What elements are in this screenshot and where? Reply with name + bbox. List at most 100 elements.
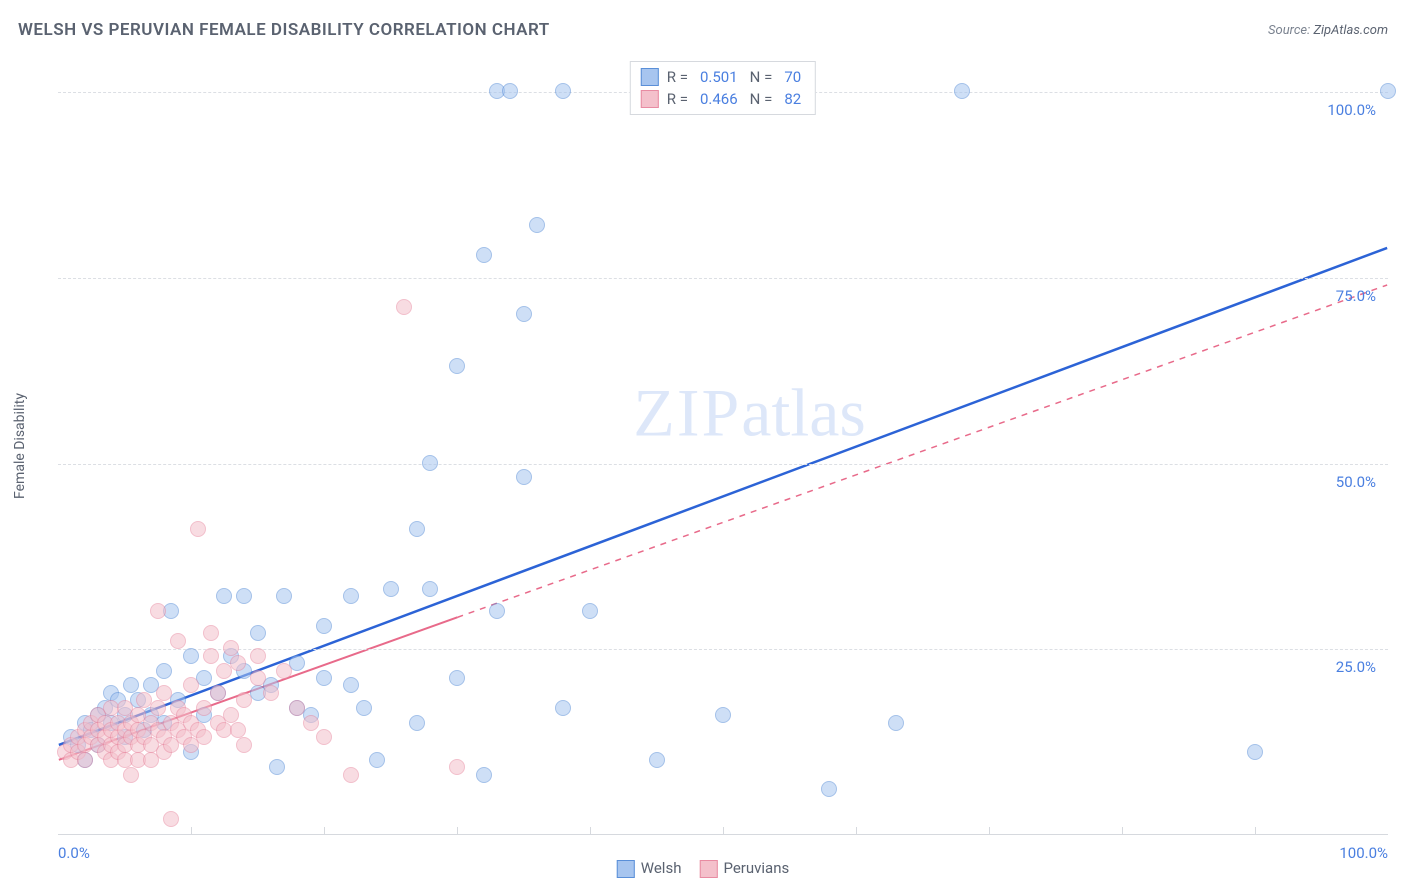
data-point (163, 811, 179, 827)
data-point (156, 663, 172, 679)
data-point (190, 521, 206, 537)
data-point (316, 670, 332, 686)
data-point (276, 663, 292, 679)
data-point (555, 700, 571, 716)
data-point (123, 767, 139, 783)
data-point (489, 603, 505, 619)
data-point (303, 715, 319, 731)
data-point (555, 83, 571, 99)
y-tick-label: 100.0% (1327, 101, 1376, 119)
correlation-legend: R =0.501N =70R =0.466N =82 (630, 61, 816, 115)
data-point (343, 767, 359, 783)
x-tick-label: 100.0% (1339, 844, 1388, 862)
data-point (230, 722, 246, 738)
data-point (516, 469, 532, 485)
data-point (449, 358, 465, 374)
data-point (409, 715, 425, 731)
r-label: R = (667, 90, 688, 108)
y-tick-label: 25.0% (1336, 658, 1376, 676)
data-point (289, 700, 305, 716)
data-point (954, 83, 970, 99)
y-tick-label: 75.0% (1336, 287, 1376, 305)
data-point (216, 588, 232, 604)
watermark-atlas: atlas (741, 375, 866, 451)
data-point (396, 299, 412, 315)
source-attribution: Source: ZipAtlas.com (1268, 23, 1388, 38)
y-axis-label: Female Disability (12, 393, 28, 499)
data-point (263, 685, 279, 701)
data-point (343, 588, 359, 604)
data-point (250, 625, 266, 641)
x-tick (457, 827, 458, 835)
data-point (316, 618, 332, 634)
data-point (203, 625, 219, 641)
data-point (250, 670, 266, 686)
data-point (210, 685, 226, 701)
data-point (383, 581, 399, 597)
x-tick (723, 827, 724, 835)
data-point (1247, 744, 1263, 760)
data-point (649, 752, 665, 768)
x-tick (989, 827, 990, 835)
data-point (203, 648, 219, 664)
data-point (409, 521, 425, 537)
legend-item[interactable]: Peruvians (699, 859, 789, 878)
data-point (269, 759, 285, 775)
data-point (821, 781, 837, 797)
data-point (422, 581, 438, 597)
data-point (316, 729, 332, 745)
data-point (183, 648, 199, 664)
r-value: 0.501 (700, 68, 738, 86)
data-point (476, 247, 492, 263)
data-point (343, 677, 359, 693)
gridline (58, 464, 1388, 465)
legend-label: Welsh (641, 859, 682, 877)
data-point (276, 588, 292, 604)
data-point (77, 752, 93, 768)
data-point (516, 306, 532, 322)
data-point (183, 677, 199, 693)
source-link[interactable]: ZipAtlas.com (1313, 23, 1388, 38)
n-value: 82 (784, 90, 801, 108)
data-point (356, 700, 372, 716)
x-tick-label: 0.0% (58, 844, 90, 862)
n-value: 70 (784, 68, 801, 86)
x-tick (590, 827, 591, 835)
data-point (369, 752, 385, 768)
legend-swatch (699, 860, 717, 878)
r-label: R = (667, 68, 688, 86)
legend-swatch (641, 68, 659, 86)
data-point (502, 83, 518, 99)
data-point (422, 455, 438, 471)
watermark: ZIPatlas (633, 374, 866, 453)
legend-label: Peruvians (723, 859, 789, 877)
data-point (223, 640, 239, 656)
data-point (150, 700, 166, 716)
data-point (529, 217, 545, 233)
data-point (223, 707, 239, 723)
data-point (236, 588, 252, 604)
x-tick (1255, 827, 1256, 835)
n-label: N = (750, 68, 773, 86)
data-point (236, 692, 252, 708)
legend-item[interactable]: Welsh (617, 859, 682, 878)
y-tick-label: 50.0% (1336, 473, 1376, 491)
n-label: N = (750, 90, 773, 108)
data-point (150, 603, 166, 619)
data-point (888, 715, 904, 731)
data-point (476, 767, 492, 783)
source-prefix: Source: (1268, 23, 1313, 38)
data-point (156, 685, 172, 701)
legend-stat-row: R = 0.501 N = 70 (641, 66, 805, 88)
data-point (1380, 83, 1396, 99)
data-point (196, 700, 212, 716)
data-point (250, 648, 266, 664)
data-point (230, 655, 246, 671)
data-point (449, 759, 465, 775)
series-legend: Welsh Peruvians (617, 859, 789, 878)
x-tick (324, 827, 325, 835)
data-point (170, 633, 186, 649)
data-point (123, 677, 139, 693)
data-point (236, 737, 252, 753)
data-point (196, 729, 212, 745)
